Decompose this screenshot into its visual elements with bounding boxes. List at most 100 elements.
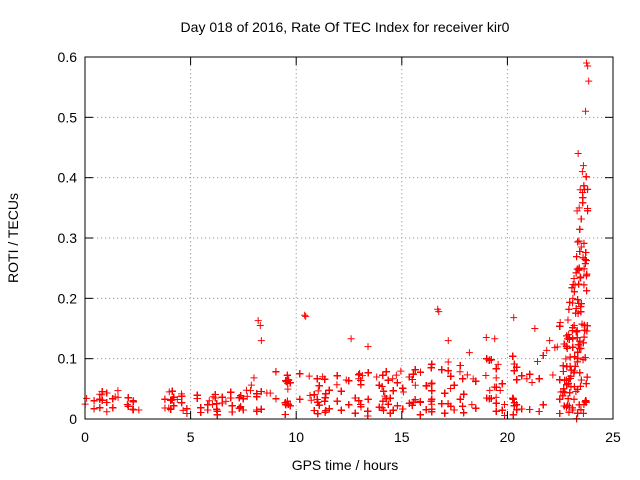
roti-point [382, 368, 390, 376]
roti-point [408, 376, 416, 384]
roti-point [167, 405, 175, 413]
roti-point [427, 380, 435, 388]
roti-point [581, 260, 589, 268]
roti-point [315, 401, 323, 409]
roti-point [417, 398, 425, 406]
roti-outlier-point [556, 318, 564, 326]
roti-point [560, 402, 568, 410]
roti-point [399, 384, 407, 392]
roti-point [213, 405, 221, 413]
roti-point [384, 400, 392, 408]
roti-point [566, 374, 574, 382]
roti-outlier-point [574, 150, 582, 158]
roti-point [575, 264, 583, 272]
roti-point [322, 406, 330, 414]
roti-point [450, 406, 458, 414]
roti-point [427, 364, 435, 372]
roti-point [90, 405, 98, 413]
roti-point [397, 367, 405, 375]
roti-point [510, 399, 518, 407]
roti-point [253, 393, 261, 401]
roti-point [355, 397, 363, 405]
roti-point [460, 390, 468, 398]
roti-point [380, 387, 388, 395]
roti-point [310, 391, 318, 399]
roti-point [494, 360, 502, 368]
roti-point [253, 407, 261, 415]
roti-point [459, 402, 467, 410]
roti-point [333, 372, 341, 380]
roti-point [523, 375, 531, 383]
roti-point [553, 343, 561, 351]
roti-point [170, 402, 178, 410]
roti-point [498, 380, 506, 388]
roti-point [561, 388, 569, 396]
roti-point [382, 395, 390, 403]
roti-point [576, 382, 584, 390]
roti-outlier-point [575, 204, 583, 212]
roti-point [582, 397, 590, 405]
roti-point [399, 405, 407, 413]
roti-point [441, 389, 449, 397]
roti-point [568, 284, 576, 292]
roti-point [579, 356, 587, 364]
roti-point [310, 407, 318, 415]
x-tick-label: 25 [605, 429, 621, 445]
roti-point [357, 376, 365, 384]
roti-outlier-point [347, 335, 355, 343]
x-tick-label: 15 [394, 429, 410, 445]
roti-point [272, 368, 280, 376]
roti-point [307, 396, 315, 404]
roti-point [408, 401, 416, 409]
roti-point [129, 406, 137, 414]
roti-point [124, 394, 132, 402]
roti-point [364, 395, 372, 403]
roti-point [321, 375, 329, 383]
y-tick-label: 0.3 [58, 230, 78, 246]
roti-point [570, 288, 578, 296]
roti-point [535, 375, 543, 383]
roti-outlier-point [546, 337, 554, 345]
roti-point [487, 356, 495, 364]
roti-outlier-point [579, 162, 587, 170]
roti-point [283, 371, 291, 379]
roti-point [492, 399, 500, 407]
roti-point [384, 376, 392, 384]
roti-point [509, 352, 517, 360]
y-tick-label: 0.1 [58, 351, 78, 367]
roti-point [109, 395, 117, 403]
roti-point [492, 407, 500, 415]
roti-point [411, 381, 419, 389]
roti-point [296, 395, 304, 403]
roti-point [576, 225, 584, 233]
roti-point [582, 248, 590, 256]
roti-point [345, 377, 353, 385]
roti-outlier-point [364, 343, 372, 351]
roti-point [576, 273, 584, 281]
roti-point [563, 363, 571, 371]
roti-point [103, 398, 111, 406]
roti-point [325, 386, 333, 394]
roti-point [562, 355, 570, 363]
roti-point [582, 380, 590, 388]
roti-outlier-point [301, 311, 309, 319]
roti-point [237, 403, 245, 411]
roti-point [568, 404, 576, 412]
roti-point [322, 390, 330, 398]
roti-point [459, 375, 467, 383]
roti-outlier-point [465, 349, 473, 357]
roti-point [510, 367, 518, 375]
roti-point [428, 387, 436, 395]
roti-point [498, 406, 506, 414]
roti-point [161, 395, 169, 403]
roti-point [205, 397, 213, 405]
roti-point [193, 395, 201, 403]
roti-point [389, 375, 397, 383]
roti-point [583, 373, 591, 381]
roti-point [559, 388, 567, 396]
roti-point [393, 402, 401, 410]
roti-point [580, 333, 588, 341]
roti-point [441, 409, 449, 417]
roti-point [282, 401, 290, 409]
grid-lines [85, 57, 613, 419]
